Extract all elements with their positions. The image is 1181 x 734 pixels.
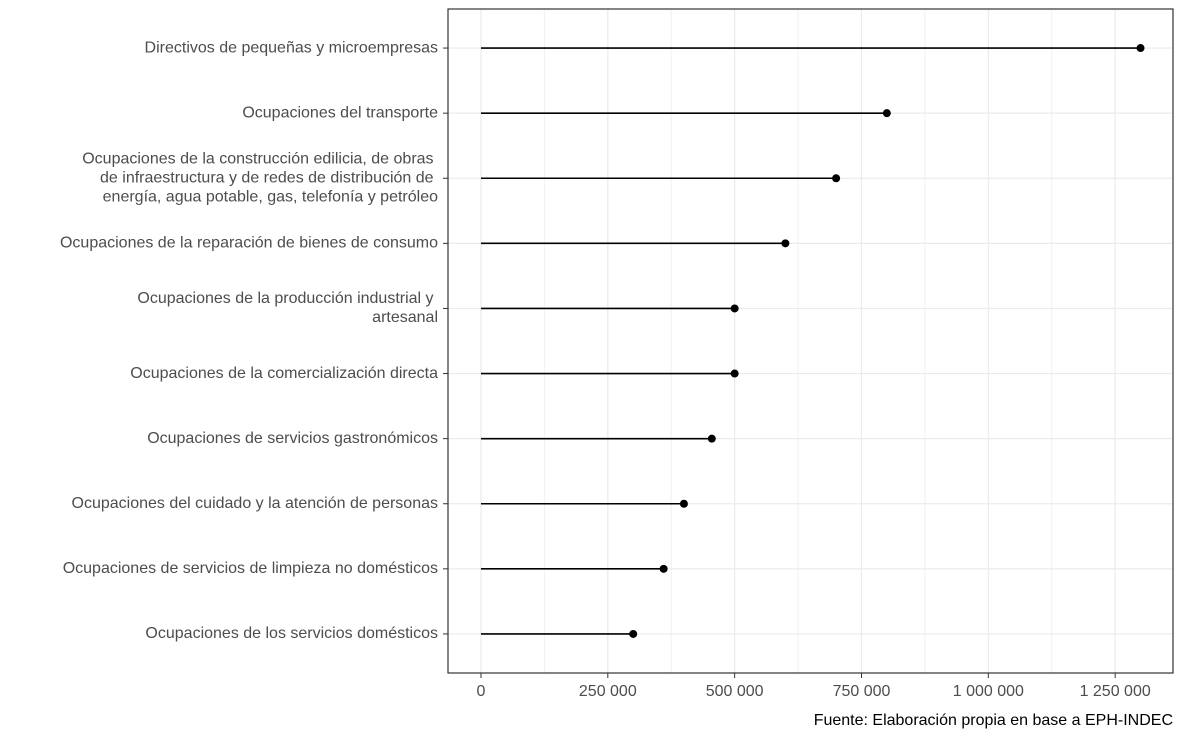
y-tick-label: Ocupaciones de la producción industrial … bbox=[137, 290, 438, 326]
dot bbox=[781, 239, 790, 248]
x-tick-label: 500 000 bbox=[706, 683, 764, 700]
y-tick-label: Ocupaciones del cuidado y la atención de… bbox=[72, 495, 438, 512]
dot bbox=[730, 369, 739, 378]
dot bbox=[832, 174, 841, 183]
dot bbox=[1136, 44, 1145, 53]
dot bbox=[629, 629, 638, 638]
x-tick-label: 0 bbox=[477, 683, 486, 700]
dot bbox=[707, 434, 716, 443]
x-tick-label: 250 000 bbox=[579, 683, 637, 700]
caption: Fuente: Elaboración propia en base a EPH… bbox=[814, 712, 1173, 729]
y-tick-label: Ocupaciones de servicios de limpieza no … bbox=[63, 560, 438, 577]
y-tick-label: Ocupaciones de la comercialización direc… bbox=[130, 365, 438, 382]
y-tick-label: Ocupaciones de la reparación de bienes d… bbox=[60, 235, 438, 252]
x-tick-label: 1 250 000 bbox=[1080, 683, 1151, 700]
y-tick-label: Ocupaciones de servicios gastronómicos bbox=[147, 430, 438, 447]
x-tick-label: 750 000 bbox=[833, 683, 891, 700]
dot bbox=[730, 304, 739, 313]
y-tick-label: Ocupaciones de los servicios domésticos bbox=[145, 625, 438, 642]
y-tick-label: Ocupaciones de la construcción edilicia,… bbox=[82, 150, 438, 205]
y-tick-label: Ocupaciones del transporte bbox=[242, 104, 438, 121]
dot bbox=[659, 564, 668, 573]
dot bbox=[882, 109, 891, 118]
dot bbox=[679, 499, 688, 508]
panel-border bbox=[447, 8, 1174, 674]
x-tick-label: 1 000 000 bbox=[953, 683, 1024, 700]
y-tick-label: Directivos de pequeñas y microempresas bbox=[145, 39, 438, 56]
